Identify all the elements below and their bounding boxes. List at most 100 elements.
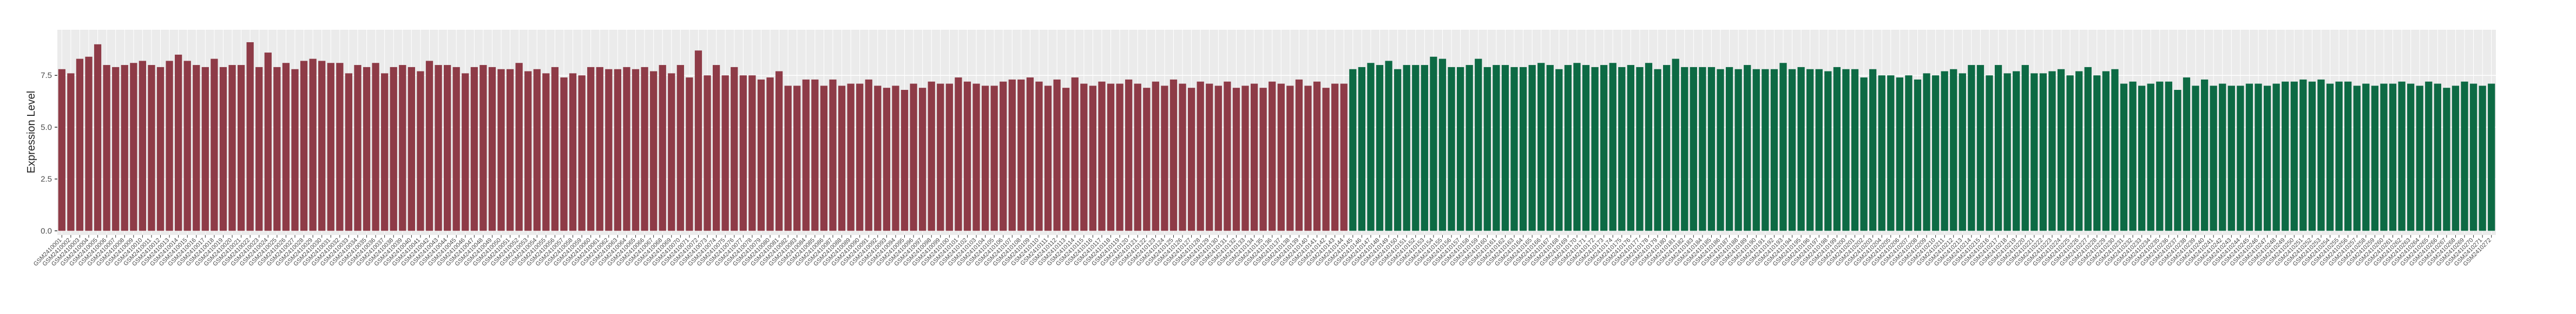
bar <box>452 67 460 231</box>
bar <box>2371 86 2378 231</box>
bar <box>2452 86 2460 231</box>
bar <box>1923 73 1930 231</box>
bar <box>94 44 102 231</box>
bar <box>318 61 326 231</box>
bar <box>327 63 334 231</box>
bar <box>2344 81 2352 231</box>
bar <box>2317 79 2325 231</box>
bar <box>1062 88 1070 231</box>
bar <box>1483 67 1491 231</box>
y-tick-label: 7.5 <box>41 71 52 80</box>
bar <box>1941 71 1948 231</box>
bar <box>399 65 406 231</box>
bar <box>515 63 523 231</box>
bar <box>76 58 84 231</box>
bar <box>721 75 729 231</box>
bar <box>2282 81 2289 231</box>
bar <box>1519 67 1527 231</box>
bar <box>148 65 155 231</box>
bar <box>2255 83 2262 231</box>
bar <box>2093 75 2101 231</box>
bar <box>1762 69 1769 231</box>
bar <box>139 61 147 231</box>
bar <box>1725 67 1733 231</box>
bar <box>659 65 666 231</box>
bar <box>784 86 792 231</box>
bar <box>1788 69 1796 231</box>
bar <box>1672 58 1679 231</box>
bar <box>955 77 962 231</box>
bar <box>533 69 541 231</box>
bar <box>2057 69 2065 231</box>
bar <box>1044 86 1052 231</box>
bar <box>273 67 281 231</box>
bar <box>1582 65 1590 231</box>
bar <box>1609 63 1616 231</box>
bar <box>1501 65 1509 231</box>
bar <box>112 67 120 231</box>
bar <box>2129 81 2137 231</box>
bar <box>1161 86 1168 231</box>
bar <box>1340 83 1348 231</box>
bar <box>2416 86 2423 231</box>
bar <box>2192 86 2199 231</box>
bar <box>1394 69 1402 231</box>
bar <box>1206 83 1213 231</box>
bar <box>811 79 819 231</box>
bar <box>470 67 478 231</box>
bar <box>1421 65 1428 231</box>
bar <box>1143 88 1151 231</box>
bar <box>1493 65 1500 231</box>
bar <box>2237 86 2244 231</box>
bar <box>1591 67 1599 231</box>
bar <box>2326 83 2334 231</box>
bar <box>103 65 110 231</box>
bar <box>2380 83 2388 231</box>
bar <box>2353 86 2361 231</box>
bar <box>2102 71 2110 231</box>
bar <box>2183 77 2191 231</box>
bar <box>444 65 451 231</box>
bar <box>865 79 872 231</box>
bar <box>1026 77 1034 231</box>
bar <box>1618 67 1626 231</box>
bar <box>1358 67 1366 231</box>
bar <box>201 67 209 231</box>
bar <box>1797 67 1805 231</box>
bar <box>542 73 550 231</box>
bar <box>1905 75 1913 231</box>
bar <box>2434 83 2441 231</box>
bar <box>1187 88 1195 231</box>
bar <box>820 86 828 231</box>
bar <box>676 65 684 231</box>
bar <box>1833 67 1841 231</box>
bar <box>1752 69 1760 231</box>
bar <box>2389 83 2397 231</box>
bar <box>2272 83 2280 231</box>
bar <box>345 73 353 231</box>
bar <box>1116 83 1123 231</box>
bar <box>300 61 308 231</box>
bar <box>2120 83 2128 231</box>
bar <box>2013 71 2020 231</box>
bar <box>551 67 559 231</box>
bar <box>336 63 344 231</box>
bar <box>309 58 317 231</box>
bar <box>1286 86 1294 231</box>
bar <box>1914 79 1922 231</box>
bar <box>1555 69 1563 231</box>
bar <box>363 67 371 231</box>
bar <box>1851 69 1859 231</box>
bar <box>497 69 505 231</box>
bar <box>1367 63 1375 231</box>
bar <box>1690 67 1697 231</box>
bar <box>731 67 738 231</box>
bar <box>2156 81 2164 231</box>
bar <box>2174 90 2181 231</box>
bar <box>246 42 254 231</box>
bar <box>2048 71 2056 231</box>
bar <box>1779 63 1787 231</box>
bar <box>1842 69 1850 231</box>
bar <box>1331 83 1339 231</box>
